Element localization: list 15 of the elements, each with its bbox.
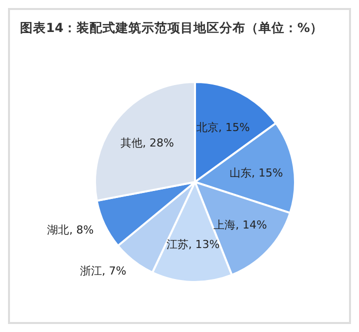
slice-label: 江苏	[166, 237, 188, 250]
slice-label: 湖北	[47, 223, 70, 236]
data-label: , 7%	[102, 264, 126, 277]
data-label: , 15%	[218, 120, 250, 134]
slice-label: 浙江	[80, 264, 102, 277]
data-label: , 13%	[188, 237, 220, 250]
data-label: , 15%	[252, 166, 283, 179]
chart-title: 图表14：装配式建筑示范项目地区分布（单位：%）	[19, 19, 324, 37]
slice-label: 北京	[196, 120, 218, 134]
data-label: , 14%	[235, 218, 267, 231]
slice-label: 上海	[213, 218, 236, 231]
data-label: , 28%	[142, 136, 174, 149]
data-label: , 8%	[69, 223, 94, 236]
slice-label: 其他	[120, 136, 142, 149]
slice-label: 山东	[230, 166, 252, 179]
